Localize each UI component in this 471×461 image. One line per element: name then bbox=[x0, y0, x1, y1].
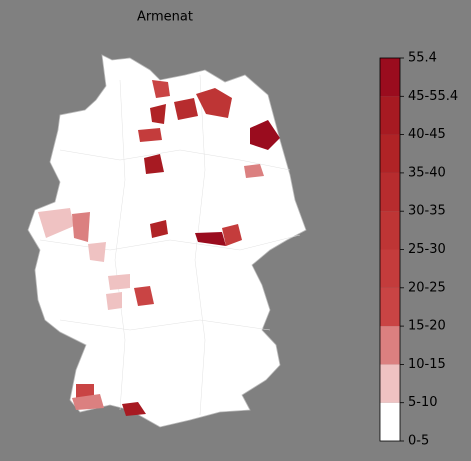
colorbar-label: 25-30 bbox=[408, 242, 446, 257]
colorbar-segment bbox=[380, 364, 400, 403]
country-outline bbox=[27, 54, 307, 428]
colorbar-segment bbox=[380, 96, 400, 135]
colorbar-label: 20-25 bbox=[408, 280, 446, 295]
germany-map bbox=[27, 54, 307, 428]
colorbar-label: 10-15 bbox=[408, 357, 446, 372]
colorbar-segment bbox=[380, 249, 400, 288]
colorbar-segment bbox=[380, 134, 400, 173]
colorbar-segment bbox=[380, 402, 400, 441]
colorbar-label: 40-45 bbox=[408, 127, 446, 142]
colorbar-segment bbox=[380, 58, 400, 97]
colorbar-segment bbox=[380, 211, 400, 250]
colorbar-segment bbox=[380, 172, 400, 212]
colorbar-label: 30-35 bbox=[408, 204, 446, 219]
colorbar-segment bbox=[380, 287, 400, 327]
colorbar-label: 0-5 bbox=[408, 434, 429, 449]
colorbar-label: 5-10 bbox=[408, 395, 438, 410]
colorbar-label: 15-20 bbox=[408, 319, 446, 334]
colorbar-segment bbox=[380, 326, 400, 365]
colorbar: 0-5 5-10 10-15 15-20 20-25 25-30 30-35 35-40 40-… bbox=[379, 51, 458, 449]
colorbar-label: 55.4 bbox=[408, 51, 437, 66]
district-borders bbox=[39, 74, 301, 416]
highlighted-districts bbox=[38, 80, 280, 416]
map-title: Armenat bbox=[137, 10, 193, 25]
colorbar-label: 45-55.4 bbox=[408, 89, 458, 104]
colorbar-label: 35-40 bbox=[408, 165, 446, 180]
